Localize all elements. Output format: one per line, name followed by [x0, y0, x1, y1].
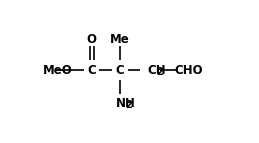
Text: MeO: MeO: [42, 63, 72, 77]
Text: CHO: CHO: [175, 63, 203, 77]
Text: C: C: [115, 63, 124, 77]
Text: C: C: [87, 63, 96, 77]
Text: 2: 2: [156, 67, 163, 78]
Text: 2: 2: [125, 101, 132, 111]
Text: NH: NH: [116, 97, 135, 110]
Text: CH: CH: [148, 63, 167, 77]
Text: O: O: [87, 33, 97, 46]
Text: Me: Me: [110, 33, 130, 46]
